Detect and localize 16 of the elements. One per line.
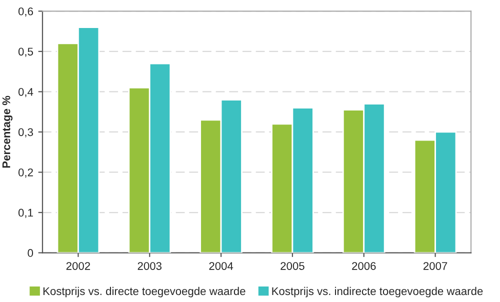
y-axis-title: Percentage % <box>2 96 12 168</box>
y-tick-label: 0,6 <box>18 7 33 17</box>
x-tick-label: 2007 <box>423 262 448 270</box>
legend-label: Kostprijs vs. directe toegevoegde waarde <box>43 286 246 298</box>
y-tick-label: 0,5 <box>18 48 34 57</box>
legend-label: Kostprijs vs. indirecte toegevoegde waarde <box>272 286 483 298</box>
y-tick-label: 0,3 <box>18 128 33 138</box>
x-tick-label: 2005 <box>280 262 304 270</box>
x-tick-label: 2003 <box>138 262 162 270</box>
x-tick-label: 2002 <box>66 262 90 270</box>
y-tick-label: 0,4 <box>18 88 34 98</box>
y-tick-label: 0,2 <box>18 168 33 178</box>
y-tick-label: 0,1 <box>18 208 33 218</box>
x-tick-label: 2006 <box>352 262 376 270</box>
x-tick-label: 2004 <box>209 262 234 270</box>
y-tick-label: 0 <box>28 249 34 257</box>
